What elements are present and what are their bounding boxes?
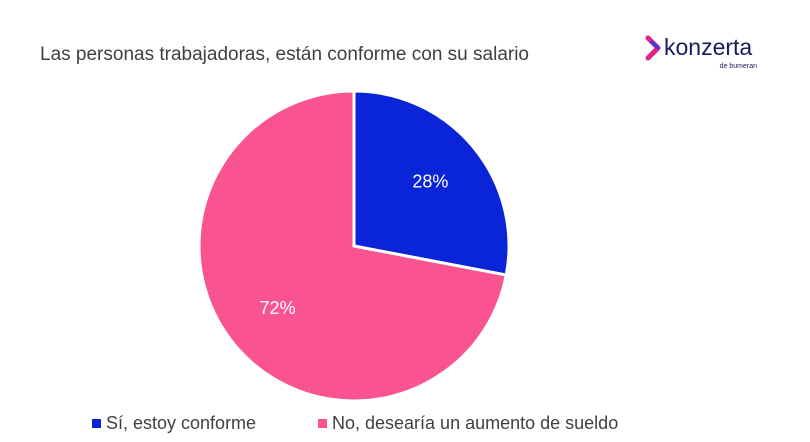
logo: konzerta de bumeran [645,34,757,70]
logo-name: konzerta [664,34,752,60]
data-label: 72% [260,298,296,318]
pie-slice [352,89,511,277]
legend: Sí, estoy conforme No, desearía un aument… [92,413,618,433]
chart-title: Las personas trabajadoras, están conform… [40,44,529,65]
legend-label: No, desearía un aumento de sueldo [332,413,618,433]
legend-label: Sí, estoy conforme [106,413,256,433]
legend-swatch [318,419,327,428]
pie: 28% 72% [197,89,511,403]
data-label: 28% [412,172,448,192]
legend-swatch [92,419,101,428]
logo-icon-accent [650,40,660,50]
pie-slice [197,89,509,403]
logo-tagline: de bumeran [720,63,757,70]
